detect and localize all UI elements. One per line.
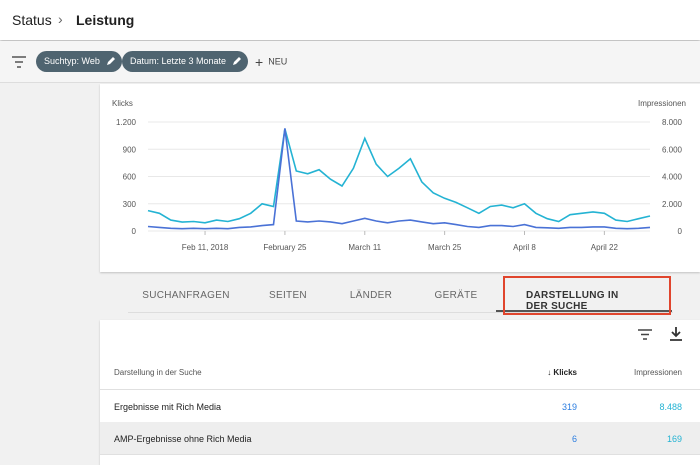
x-tick-label: April 8 (513, 243, 536, 252)
new-label: NEU (268, 56, 288, 67)
column-header[interactable]: Impressionen (633, 368, 682, 377)
table-cell: Ergebnisse mit Rich Media (114, 402, 222, 412)
sort-arrow: ↓ (547, 368, 554, 377)
table-cell: 6 (571, 434, 577, 444)
x-tick-label: Feb 11, 2018 (182, 243, 229, 252)
series-line (147, 128, 651, 224)
table-cell: 8.488 (659, 402, 682, 412)
tab[interactable]: LÄNDER (349, 290, 393, 301)
table-cell: 169 (666, 434, 682, 444)
y-axis-label: Klicks (112, 99, 133, 108)
row-divider (100, 389, 700, 390)
series-line (147, 128, 651, 230)
table-filter-icon[interactable] (638, 329, 652, 340)
tab[interactable]: SUCHANFRAGEN (142, 290, 230, 301)
y2-tick-label: 0 (678, 227, 683, 236)
filter-icon[interactable] (12, 56, 26, 68)
chart-card: Klicks Impressionen 0 300 600 900 1.200 0 2.000 4… (100, 84, 700, 272)
y2-axis-label: Impressionen (638, 99, 686, 108)
chip-label: Suchtyp: Web (44, 56, 100, 66)
breadcrumb-parent[interactable]: Status (12, 12, 52, 28)
table-cell: 319 (561, 402, 577, 412)
new-button[interactable]: + NEU (255, 54, 288, 70)
filter-chip[interactable]: Suchtyp: Web (36, 51, 122, 72)
y-tick-label: 900 (123, 145, 137, 154)
tab[interactable]: DARSTELLUNG IN DER SUCHE (526, 290, 619, 312)
column-label: Klicks (553, 368, 577, 377)
y2-tick-label: 4.000 (662, 173, 683, 182)
highlight-box (503, 276, 671, 315)
column-header: Darstellung in der Suche (114, 368, 202, 377)
header: Status › Leistung (0, 0, 700, 40)
table-cell: AMP-Ergebnisse ohne Rich Media (114, 434, 252, 444)
y2-tick-label: 2.000 (662, 200, 683, 209)
table-row[interactable] (100, 422, 700, 455)
tab[interactable]: SEITEN (269, 290, 307, 301)
x-tick-label: March 25 (428, 243, 462, 252)
chart: Klicks Impressionen 0 300 600 900 1.200 0 2.000 4… (112, 99, 686, 252)
tab-divider (128, 312, 673, 313)
x-tick-label: February 25 (263, 243, 307, 252)
filter-bar: Suchtyp: Web Datum: Letzte 3 Monate + NE… (0, 41, 700, 83)
y-tick-label: 600 (123, 173, 137, 182)
download-icon[interactable] (670, 327, 682, 341)
column-header[interactable]: ↓ Klicks (547, 368, 577, 377)
edit-icon (106, 57, 115, 65)
y-tick-label: 1.200 (116, 118, 137, 127)
edit-icon (233, 57, 242, 65)
chip-label: Datum: Letzte 3 Monate (130, 56, 227, 66)
y2-tick-label: 8.000 (662, 118, 683, 127)
y-tick-label: 0 (132, 227, 137, 236)
table-card: Darstellung in der Suche ↓ Klicks Impressi… (100, 320, 700, 465)
y-tick-label: 300 (123, 200, 137, 209)
breadcrumb-separator: › (58, 11, 63, 27)
tab[interactable]: GERÄTE (434, 290, 478, 301)
x-tick-label: April 22 (591, 243, 619, 252)
x-tick-label: March 11 (348, 243, 381, 252)
page-title: Leistung (76, 12, 135, 28)
filter-chip[interactable]: Datum: Letzte 3 Monate (122, 51, 249, 72)
y2-tick-label: 6.000 (662, 145, 683, 154)
tab-underline (496, 310, 672, 312)
